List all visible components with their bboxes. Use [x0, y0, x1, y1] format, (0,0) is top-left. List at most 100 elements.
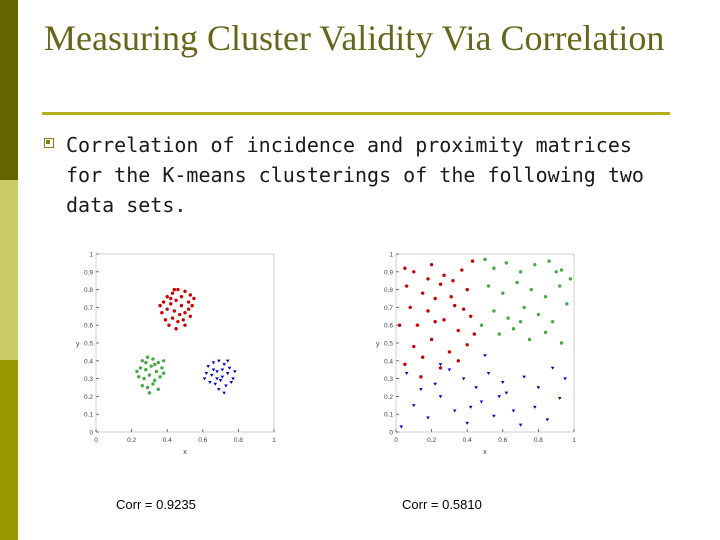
data-point	[492, 309, 496, 313]
data-point	[179, 303, 184, 308]
x-tick-label: 0.6	[498, 437, 507, 444]
data-point	[177, 312, 182, 317]
data-point	[492, 266, 496, 270]
data-point	[568, 277, 573, 281]
data-point	[224, 384, 228, 388]
data-point	[522, 305, 526, 310]
y-tick-label: 0	[89, 430, 93, 437]
data-point	[176, 319, 180, 324]
scatter-plot-right-svg: 0 0.1 0.2 0.3 0.4 0.5 0.6 0.7 0.8 0.9 1 0 0.2 0.4 0.6 0…	[376, 252, 576, 457]
plot-frame	[395, 253, 575, 433]
data-point	[453, 303, 457, 308]
data-point	[438, 363, 443, 367]
y-tick-label: 0.2	[384, 394, 393, 401]
y-tick-label: 0.3	[384, 376, 393, 383]
data-point	[529, 287, 533, 292]
data-point	[543, 330, 548, 335]
data-point	[543, 295, 548, 299]
data-point	[461, 377, 466, 381]
data-point	[215, 377, 219, 381]
data-point	[172, 287, 177, 292]
data-point	[522, 375, 526, 379]
data-point	[545, 418, 550, 422]
data-point	[518, 270, 523, 274]
data-point	[460, 268, 464, 272]
x-tick-label: 0.8	[234, 437, 243, 444]
data-point	[186, 307, 191, 311]
data-point	[217, 359, 221, 363]
data-point	[559, 341, 564, 345]
y-tick-label: 0.3	[84, 376, 93, 383]
data-point	[433, 296, 437, 301]
data-point	[465, 421, 469, 425]
data-point	[419, 375, 423, 379]
y-tick-label: 0.7	[84, 305, 93, 312]
data-point	[165, 307, 169, 311]
data-point	[547, 259, 551, 263]
y-tick-label: 0.9	[384, 269, 393, 276]
plot-frame	[95, 253, 275, 433]
sidebar-segment-mid	[0, 360, 18, 540]
scatter-plot-right: 0 0.1 0.2 0.3 0.4 0.5 0.6 0.7 0.8 0.9 1 0 0.2 0.4 0.6 0…	[374, 248, 584, 458]
data-point	[533, 262, 537, 267]
data-point	[233, 370, 237, 374]
data-point	[137, 375, 141, 379]
data-point	[412, 344, 416, 349]
data-point	[176, 287, 180, 292]
data-point	[536, 386, 541, 390]
data-point	[151, 357, 155, 361]
sidebar-segment-dark	[0, 0, 18, 180]
data-point	[515, 280, 519, 285]
data-point	[138, 366, 143, 370]
data-point	[536, 312, 541, 317]
data-point	[215, 370, 219, 374]
data-point	[399, 425, 404, 429]
scatter-plot-left: 0 0.1 0.2 0.3 0.4 0.5 0.6 0.7 0.8 0.9 1 0 0.2 0.4 0.6 0…	[74, 248, 284, 458]
bullet-square-icon	[44, 138, 54, 148]
data-point	[165, 295, 169, 299]
x-tick-label: 1	[272, 437, 276, 444]
data-point	[144, 360, 148, 365]
data-point	[433, 382, 437, 386]
data-point	[183, 289, 187, 294]
data-point	[190, 303, 194, 308]
data-point	[220, 375, 225, 379]
sidebar-segment-light	[0, 180, 18, 360]
x-axis-label: x	[483, 449, 487, 456]
data-point	[149, 364, 153, 368]
slide-sidebar	[0, 0, 18, 540]
data-point	[145, 355, 150, 359]
data-point	[429, 337, 434, 342]
y-tick-label: 0.4	[384, 358, 393, 365]
data-point	[565, 302, 569, 306]
y-tick-label: 0.8	[84, 287, 93, 294]
data-point	[169, 302, 173, 306]
data-point	[433, 319, 437, 324]
data-point	[160, 366, 164, 370]
data-point	[468, 405, 473, 409]
y-tick-label: 0.2	[84, 394, 93, 401]
data-point	[161, 359, 166, 363]
data-point	[158, 375, 162, 379]
data-point	[163, 318, 168, 322]
data-point	[426, 309, 430, 313]
data-point	[415, 323, 420, 327]
data-point	[156, 360, 160, 365]
data-point	[421, 291, 425, 295]
data-point	[438, 366, 443, 370]
data-point	[559, 268, 564, 272]
data-point	[483, 354, 487, 358]
data-point	[497, 332, 501, 336]
data-point	[181, 318, 185, 322]
correlation-label-left: Corr = 0.9235	[116, 497, 196, 512]
data-point	[397, 323, 402, 327]
data-point	[183, 323, 187, 327]
y-tick-label: 0.6	[384, 323, 393, 330]
data-point	[153, 362, 157, 367]
data-point	[145, 385, 150, 390]
data-point	[483, 257, 487, 262]
data-point	[140, 384, 144, 388]
slide-title: Measuring Cluster Validity Via Correlati…	[44, 18, 665, 58]
data-point	[550, 319, 555, 324]
data-point	[452, 409, 457, 413]
